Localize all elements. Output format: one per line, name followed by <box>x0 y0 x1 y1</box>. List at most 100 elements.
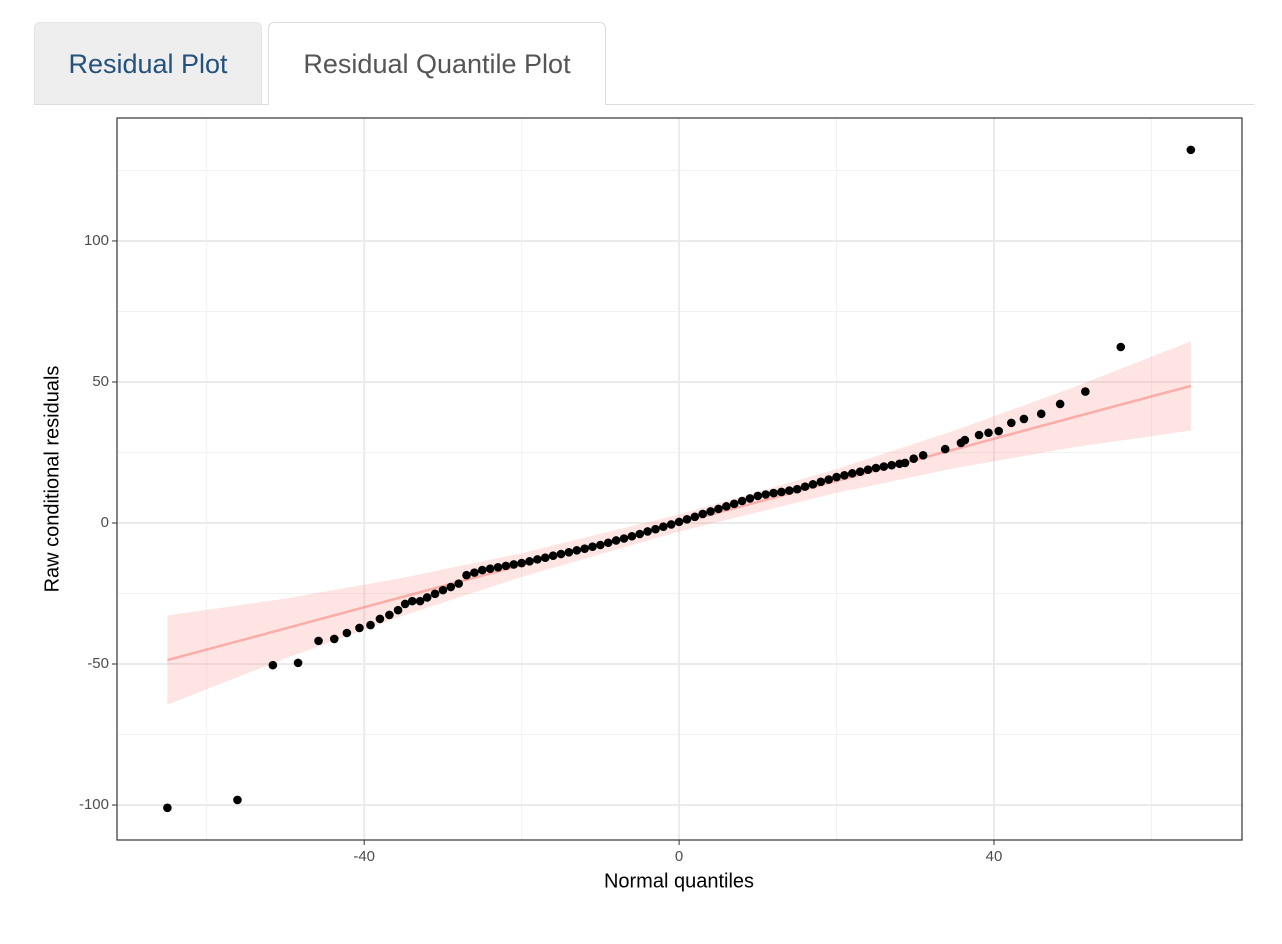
point <box>1036 409 1046 419</box>
point <box>548 551 558 561</box>
point <box>342 628 352 638</box>
point <box>385 610 394 620</box>
point <box>994 426 1004 436</box>
point <box>666 520 676 529</box>
point <box>588 542 597 551</box>
point <box>800 482 810 491</box>
tab-active[interactable]: Residual Quantile Plot <box>268 22 606 105</box>
point <box>268 660 278 670</box>
point <box>293 658 303 668</box>
point <box>643 527 652 536</box>
y-axis-title: Raw conditional residuals <box>41 366 63 593</box>
x-tick-label: 0 <box>675 848 683 865</box>
y-tick-label: 100 <box>84 232 109 249</box>
point <box>477 565 487 575</box>
point <box>572 546 582 555</box>
point <box>314 636 323 646</box>
point <box>863 465 873 474</box>
point <box>792 484 802 494</box>
point <box>824 475 833 484</box>
point <box>517 558 526 568</box>
point <box>485 564 495 573</box>
point <box>816 477 826 487</box>
y-tick-label: 0 <box>101 514 109 531</box>
point <box>887 460 896 470</box>
point <box>729 499 739 509</box>
point <box>564 548 574 557</box>
point <box>525 557 534 566</box>
point <box>470 568 479 577</box>
point <box>848 469 857 478</box>
point <box>422 593 432 602</box>
point <box>533 555 542 564</box>
point <box>706 507 715 516</box>
point <box>918 451 928 460</box>
point <box>1019 414 1029 424</box>
point <box>462 570 471 580</box>
point <box>1007 418 1016 428</box>
point <box>871 463 881 473</box>
point <box>769 488 778 498</box>
point <box>777 487 786 497</box>
point <box>745 494 755 503</box>
point <box>1055 399 1065 409</box>
point <box>651 524 660 534</box>
point <box>393 605 403 615</box>
point <box>163 803 172 813</box>
point <box>627 531 637 541</box>
point <box>438 585 448 595</box>
point <box>698 509 708 519</box>
point <box>556 549 566 559</box>
point <box>761 490 771 499</box>
point <box>659 522 668 531</box>
point <box>1186 145 1196 155</box>
point <box>900 458 910 468</box>
point <box>329 634 339 644</box>
point <box>501 561 511 571</box>
point <box>879 462 889 471</box>
point <box>415 596 425 606</box>
point <box>509 560 519 569</box>
point <box>596 540 605 550</box>
point <box>840 471 849 480</box>
y-tick-label: 50 <box>92 373 109 390</box>
point <box>974 430 984 440</box>
point <box>909 454 919 463</box>
point <box>540 553 550 562</box>
point <box>407 596 417 606</box>
point <box>855 467 865 476</box>
point <box>674 517 684 527</box>
x-tick-label: 40 <box>986 848 1003 865</box>
point <box>635 529 645 539</box>
point <box>832 472 841 482</box>
tab[interactable]: Residual Plot <box>34 22 262 104</box>
point <box>366 620 375 630</box>
point <box>960 435 970 445</box>
point <box>940 444 950 454</box>
point <box>619 534 629 543</box>
x-tick-label: -40 <box>353 848 375 865</box>
point <box>233 795 242 805</box>
point <box>446 582 456 592</box>
point <box>753 491 763 501</box>
point <box>355 623 364 633</box>
point <box>611 536 621 545</box>
point <box>1116 342 1126 352</box>
x-axis-title: Normal quantiles <box>604 870 754 892</box>
y-tick-label: -50 <box>87 655 109 672</box>
point <box>580 544 589 553</box>
point <box>682 515 692 524</box>
point <box>1081 387 1090 396</box>
point <box>454 579 463 588</box>
point <box>690 512 700 522</box>
point <box>984 428 993 438</box>
point <box>493 562 503 572</box>
tab-bar: Residual Plot Residual Quantile Plot <box>34 22 1254 105</box>
point <box>785 486 794 495</box>
point <box>722 502 731 511</box>
point <box>603 538 613 548</box>
y-tick-label: -100 <box>79 796 109 813</box>
point <box>737 496 747 506</box>
